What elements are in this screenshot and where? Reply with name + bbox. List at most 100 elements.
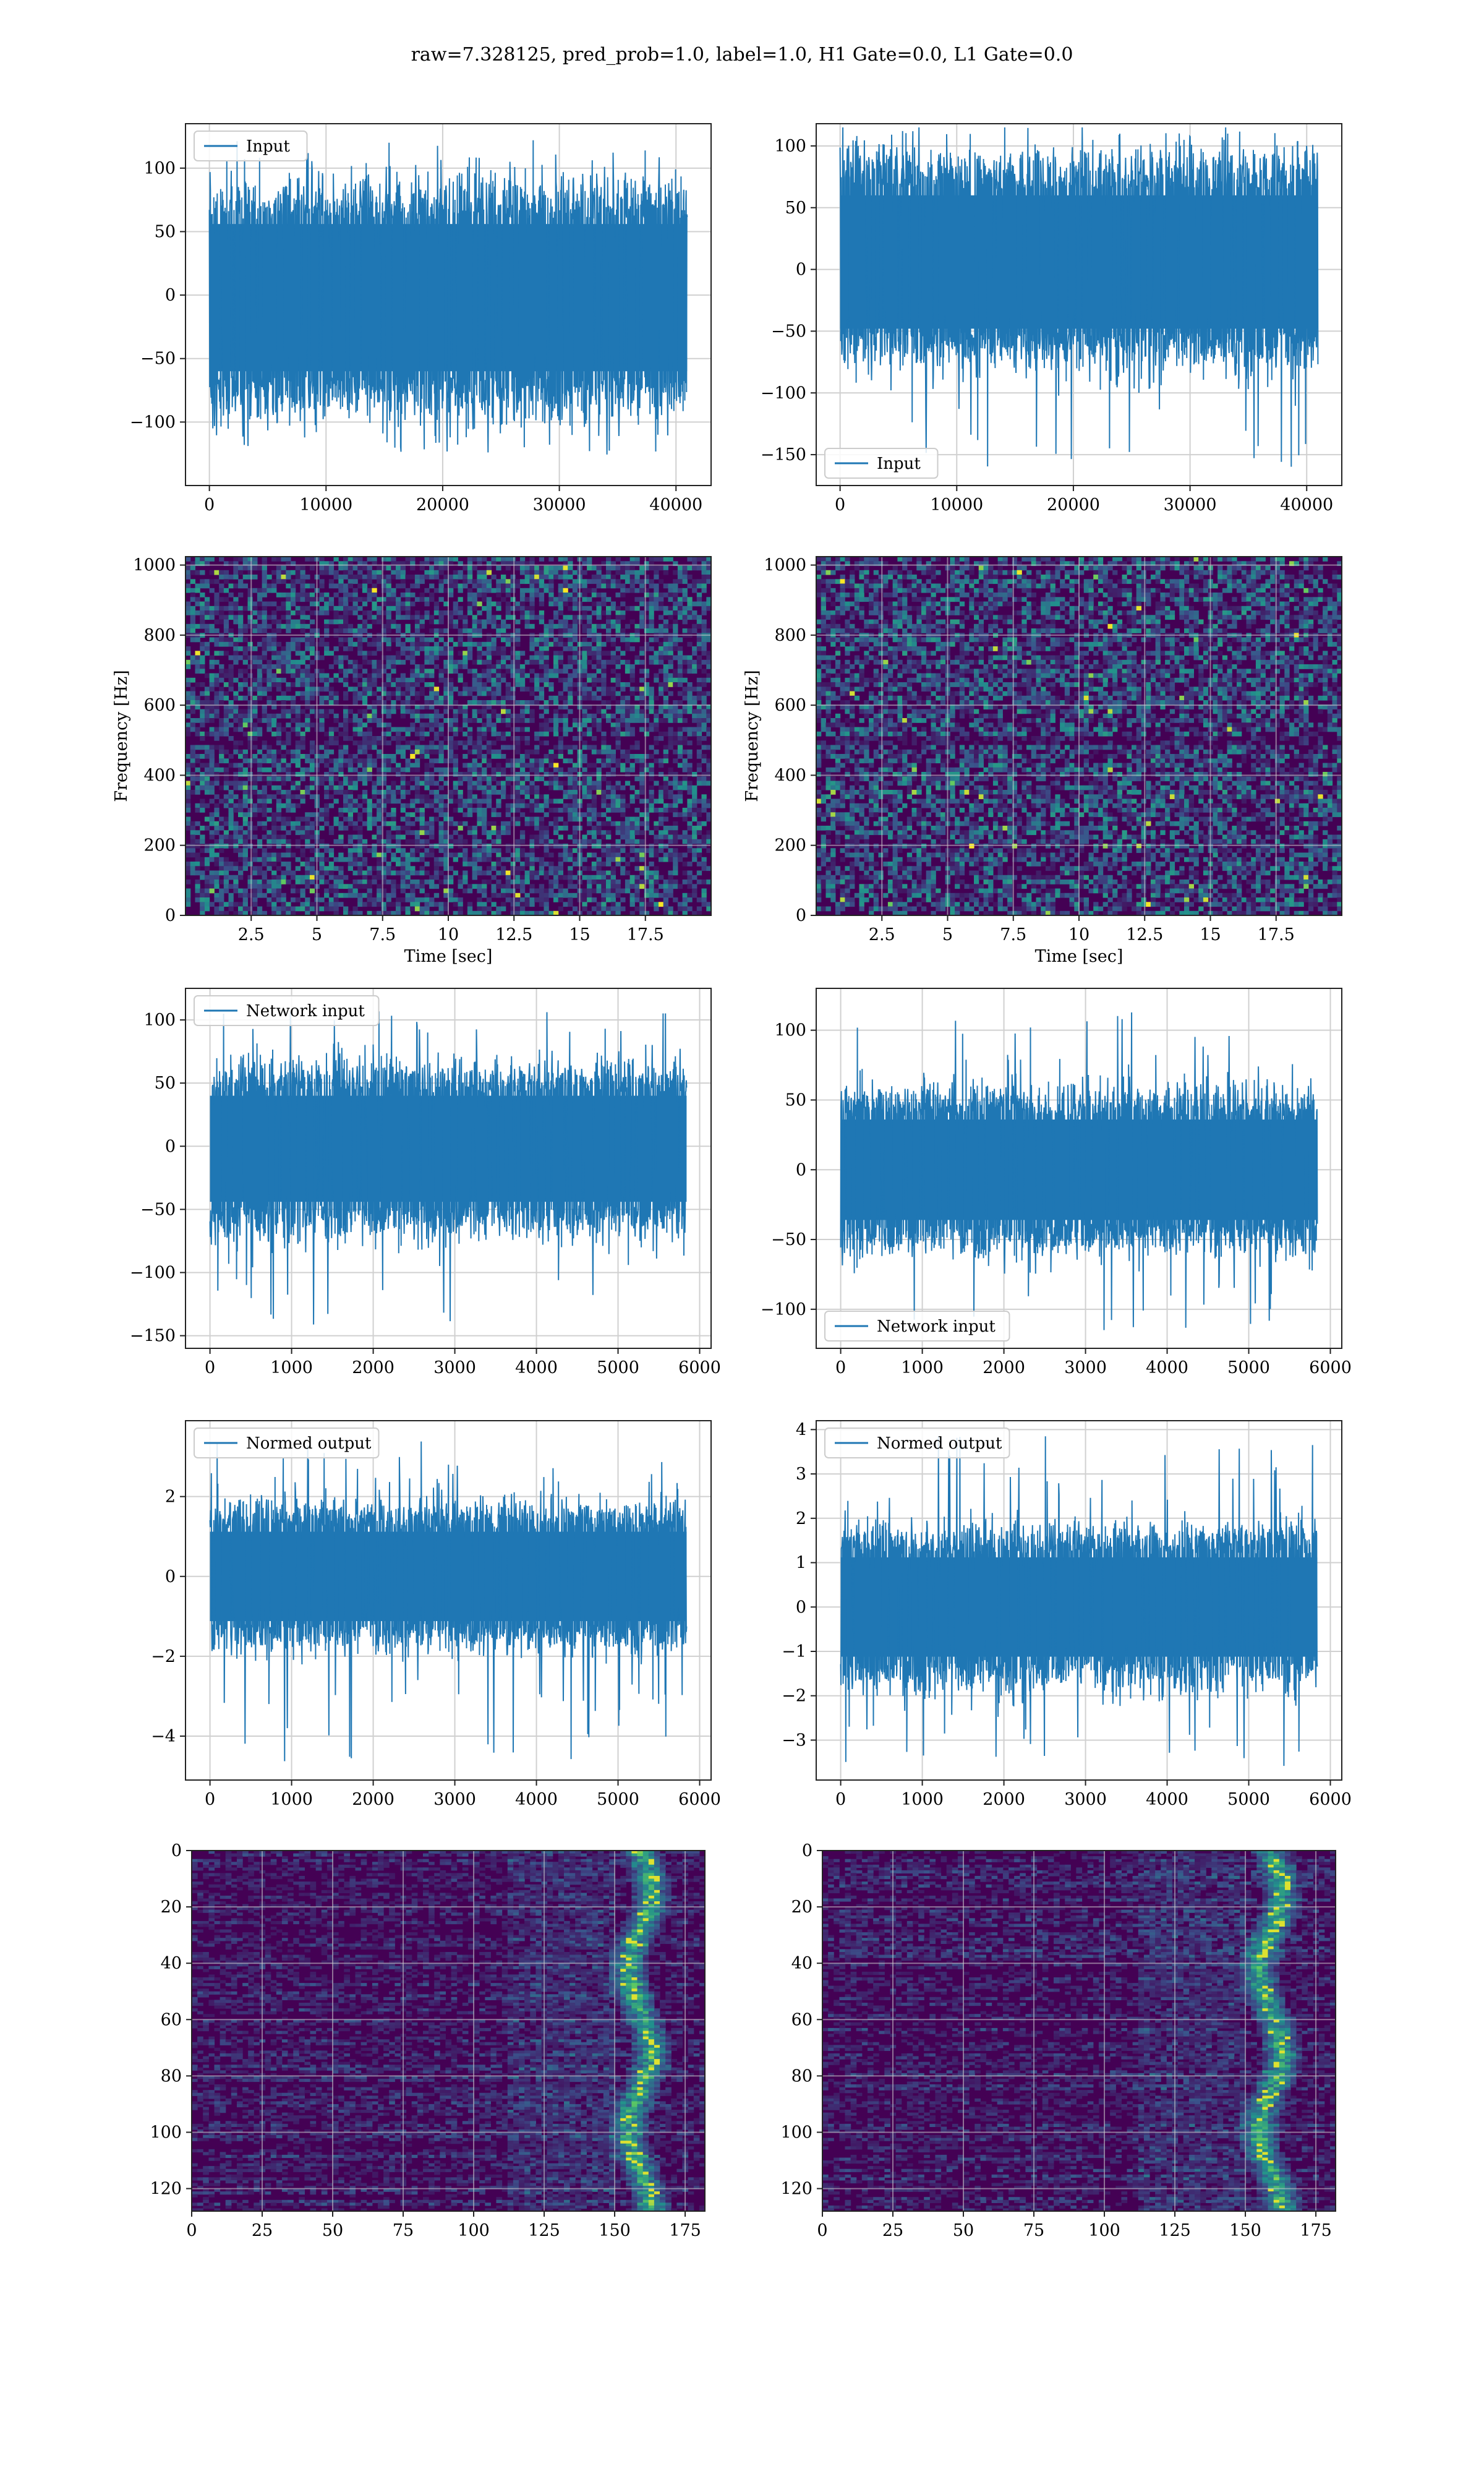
x-tick-label: 2000 <box>983 1358 1025 1377</box>
y-tick-label: 400 <box>143 766 176 785</box>
x-tick-label: 6000 <box>1309 1790 1352 1809</box>
axes-frame <box>185 123 712 486</box>
x-tick-label: 100 <box>458 2221 490 2240</box>
y-tick-label: 400 <box>774 766 806 785</box>
legend-label: Normed output <box>246 1434 372 1453</box>
y-tick-label: 0 <box>165 1137 176 1156</box>
x-tick-label: 17.5 <box>627 925 664 944</box>
x-tick-label: 3000 <box>1064 1790 1107 1809</box>
x-tick-label: 1000 <box>901 1358 944 1377</box>
x-tick-label: 5000 <box>597 1790 639 1809</box>
x-tick-label: 7.5 <box>369 925 396 944</box>
legend: Normed output <box>194 1427 380 1458</box>
y-tick-label: 2 <box>165 1487 176 1507</box>
x-tick-label: 4000 <box>1146 1790 1188 1809</box>
x-tick-label: 2000 <box>352 1358 394 1377</box>
y-tick-label: 60 <box>161 2010 182 2029</box>
x-tick-label: 0 <box>205 1790 215 1809</box>
series-line <box>840 1436 1318 1766</box>
legend-box <box>194 131 308 161</box>
x-tick-label: 7.5 <box>1000 925 1026 944</box>
legend-box <box>194 1427 380 1458</box>
y-tick-label: 50 <box>785 199 806 218</box>
chart-r4c1: 0 25 50 75 100 125 150 175 0 20 40 60 80 100 120 <box>780 1841 1336 2240</box>
y-tick-label: 60 <box>791 2010 812 2029</box>
y-tick-label: −1 <box>782 1642 806 1661</box>
chart-r0c0: 0 10000 20000 30000 40000 −100 −50 0 50 100 Input <box>130 123 712 515</box>
x-tick-label: 17.5 <box>1258 925 1295 944</box>
axes-frame <box>816 123 1342 486</box>
x-tick-label: 175 <box>669 2221 701 2240</box>
x-tick-label: 40000 <box>649 495 702 515</box>
heatmap-cells <box>822 1851 1336 2212</box>
x-tick-label: 50 <box>322 2221 343 2240</box>
x-tick-label: 30000 <box>1164 495 1217 515</box>
x-tick-label: 0 <box>835 1790 846 1809</box>
x-tick-label: 0 <box>205 1358 215 1377</box>
chart-r2c1: 0 1000 2000 3000 4000 5000 6000 −100 −50 0 50 100 Ne… <box>761 988 1352 1377</box>
x-tick-label: 6000 <box>1309 1358 1352 1377</box>
y-tick-label: −50 <box>140 1200 176 1219</box>
legend-label: Input <box>877 455 921 473</box>
y-tick-label: 600 <box>143 696 176 715</box>
x-tick-label: 1000 <box>270 1358 313 1377</box>
x-axis-label: Time [sec] <box>1035 947 1124 966</box>
x-tick-label: 2.5 <box>869 925 895 944</box>
y-tick-label: 80 <box>161 2066 182 2086</box>
y-tick-label: 100 <box>780 2123 812 2142</box>
x-tick-label: 175 <box>1300 2221 1332 2240</box>
x-tick-label: 2.5 <box>238 925 265 944</box>
series-line <box>209 1011 688 1325</box>
x-tick-label: 30000 <box>533 495 586 515</box>
y-tick-label: 100 <box>150 2123 182 2142</box>
axes-frame <box>185 1420 712 1781</box>
y-tick-label: 80 <box>791 2066 812 2086</box>
axes-frame <box>816 1420 1342 1781</box>
figure-suptitle: raw=7.328125, pred_prob=1.0, label=1.0, … <box>411 44 1073 66</box>
y-tick-label: 600 <box>774 696 806 715</box>
x-tick-label: 6000 <box>678 1358 721 1377</box>
axes-frame <box>191 1850 706 2212</box>
series-line <box>839 127 1319 467</box>
y-tick-label: 1000 <box>133 556 176 575</box>
y-axis-label: Frequency [Hz] <box>743 670 762 802</box>
x-tick-label: 150 <box>599 2221 631 2240</box>
x-tick-label: 0 <box>817 2221 827 2240</box>
y-tick-label: 50 <box>785 1090 806 1110</box>
y-tick-label: 0 <box>165 906 176 925</box>
x-tick-label: 10 <box>438 925 459 944</box>
y-tick-label: 0 <box>171 1841 182 1860</box>
x-tick-label: 0 <box>186 2221 197 2240</box>
x-tick-label: 4000 <box>515 1790 558 1809</box>
x-tick-label: 3000 <box>433 1358 476 1377</box>
chart-r3c0: 0 1000 2000 3000 4000 5000 6000 −4 −2 0 2 Normed ou… <box>151 1420 721 1809</box>
x-tick-label: 75 <box>1023 2221 1044 2240</box>
y-tick-label: 3 <box>796 1465 806 1484</box>
y-tick-label: 2 <box>796 1509 806 1528</box>
y-tick-label: 0 <box>796 1160 806 1179</box>
legend: Network input <box>194 995 380 1026</box>
y-tick-label: −100 <box>761 383 806 403</box>
y-tick-label: 100 <box>143 159 176 178</box>
x-tick-label: 50 <box>953 2221 974 2240</box>
y-tick-label: 40 <box>791 1954 812 1973</box>
x-tick-label: 12.5 <box>1126 925 1163 944</box>
y-tick-label: −100 <box>761 1300 806 1319</box>
x-tick-label: 15 <box>569 925 590 944</box>
x-axis-label: Time [sec] <box>404 947 493 966</box>
y-tick-label: 0 <box>796 260 806 280</box>
y-tick-label: 1000 <box>764 556 806 575</box>
chart-r0c1: 0 10000 20000 30000 40000 −150 −100 −50 0 50 100 In… <box>761 123 1342 515</box>
x-tick-label: 0 <box>835 495 845 515</box>
legend-box <box>824 1311 1010 1342</box>
legend-box <box>824 1427 1010 1458</box>
x-tick-label: 5 <box>942 925 953 944</box>
y-tick-label: 0 <box>802 1841 812 1860</box>
y-tick-label: 0 <box>796 906 806 925</box>
chart-r1c0: 2.5 5 7.5 10 12.5 15 17.5 0 200 400 600 800 1000 Time… <box>112 556 712 966</box>
y-tick-label: 200 <box>774 836 806 855</box>
y-tick-label: 120 <box>150 2180 182 2199</box>
legend-box <box>194 995 380 1026</box>
y-tick-label: −100 <box>130 1263 176 1282</box>
